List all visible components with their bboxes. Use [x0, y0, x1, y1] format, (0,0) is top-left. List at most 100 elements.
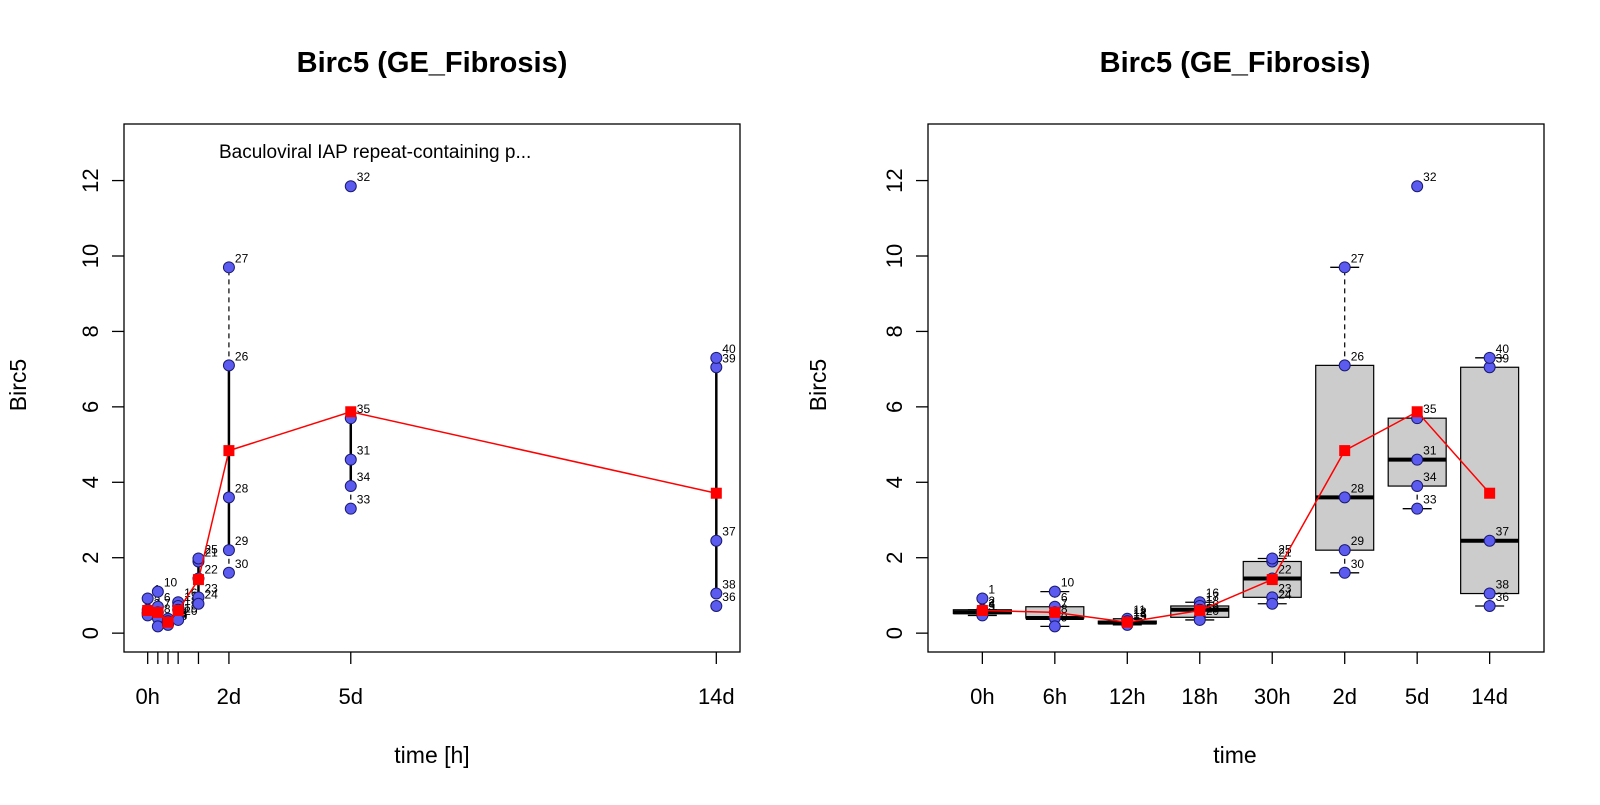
- left-y-tick-label: 0: [78, 627, 103, 639]
- right-point-label: 17: [1206, 590, 1220, 604]
- right-point-label: 8: [1061, 602, 1068, 616]
- right-data-point: [1193, 613, 1206, 626]
- right-point-label: 26: [1351, 349, 1365, 363]
- right-x-tick-label: 18h: [1181, 684, 1218, 709]
- right-point-label: 22: [1278, 562, 1292, 576]
- right-point-label: 37: [1496, 525, 1510, 539]
- left-y-tick-label: 2: [78, 552, 103, 564]
- right-data-point: [976, 592, 989, 605]
- right-point-label: 21: [1278, 545, 1292, 559]
- left-point-label: 38: [722, 578, 736, 592]
- left-data-point: [222, 359, 235, 372]
- left-point-label: 34: [357, 470, 371, 484]
- right-data-point: [1266, 552, 1279, 565]
- right-mean-marker: [1266, 574, 1278, 586]
- left-mean-line: [147, 410, 717, 624]
- right-data-point: [1483, 599, 1496, 612]
- left-y-tick-label: 10: [78, 244, 103, 268]
- right-y-tick-label: 8: [882, 325, 907, 337]
- left-point-label: 8: [164, 602, 171, 616]
- left-mean-marker: [710, 487, 722, 499]
- left-point-label: 21: [204, 545, 218, 559]
- left-data-point: [141, 592, 154, 605]
- right-point-label: 25: [1278, 542, 1292, 556]
- left-point-label: 32: [357, 170, 371, 184]
- right-point-label: 6: [1061, 591, 1068, 605]
- right-data-point: [1411, 180, 1424, 193]
- right-point-label: 35: [1423, 402, 1437, 416]
- left-marks: 0246810120h2d5d14d1234567891011121314151…: [78, 123, 741, 709]
- left-point-label: 6: [164, 591, 171, 605]
- right-y-tick-label: 6: [882, 401, 907, 413]
- left-plot-frame: [123, 123, 741, 653]
- left-point-label: 27: [235, 251, 249, 265]
- right-y-tick-label: 10: [882, 244, 907, 268]
- right-point-label: 36: [1496, 590, 1510, 604]
- left-data-point: [151, 585, 164, 598]
- right-point-label: 19: [1206, 601, 1220, 615]
- right-data-point: [1048, 620, 1061, 633]
- left-data-point: [344, 502, 357, 515]
- right-data-point: [1411, 453, 1424, 466]
- right-data-point: [1411, 480, 1424, 493]
- left-point-label: 36: [722, 590, 736, 604]
- right-ylabel: Birc5: [805, 359, 831, 411]
- right-x-tick-label: 0h: [970, 684, 994, 709]
- right-point-label: 7: [1061, 596, 1068, 610]
- right-data-point: [1483, 587, 1496, 600]
- left-data-point: [192, 597, 205, 610]
- right-data-point: [1338, 359, 1351, 372]
- left-point-label: 31: [357, 444, 371, 458]
- right-mean-marker: [1339, 445, 1351, 457]
- right-x-tick-label: 14d: [1471, 684, 1508, 709]
- right-point-label: 13: [1133, 607, 1147, 621]
- right-point-label: 1: [988, 582, 995, 596]
- left-panel: Birc5 (GE_Fibrosis) Baculoviral IAP repe…: [5, 47, 741, 768]
- left-mean-marker: [162, 616, 174, 628]
- left-y-tick-label: 12: [78, 168, 103, 192]
- right-point-label: 20: [1206, 604, 1220, 618]
- right-data-point: [1338, 566, 1351, 579]
- right-data-point: [1338, 544, 1351, 557]
- right-point-label: 28: [1351, 481, 1365, 495]
- right-x-tick-label: 12h: [1109, 684, 1146, 709]
- left-xlabel: time [h]: [394, 742, 469, 768]
- right-point-label: 39: [1496, 351, 1510, 365]
- left-data-point: [222, 491, 235, 504]
- right-point-label: 34: [1423, 470, 1437, 484]
- right-point-label: 14: [1133, 608, 1147, 622]
- left-x-tick-label: 14d: [698, 684, 735, 709]
- left-y-tick-label: 6: [78, 401, 103, 413]
- right-point-label: 10: [1061, 576, 1075, 590]
- right-point-label: 40: [1496, 342, 1510, 356]
- right-point-label: 9: [1061, 610, 1068, 624]
- right-data-point: [1338, 261, 1351, 274]
- left-data-point: [222, 566, 235, 579]
- left-mean-marker: [172, 605, 184, 617]
- right-y-tick-label: 2: [882, 552, 907, 564]
- left-point-label: 7: [164, 596, 171, 610]
- right-data-point: [1048, 585, 1061, 598]
- left-point-label: 28: [235, 481, 249, 495]
- right-point-label: 16: [1206, 586, 1220, 600]
- left-x-tick-label: 5d: [339, 684, 363, 709]
- left-data-point: [710, 599, 723, 612]
- right-mean-marker: [1484, 487, 1496, 499]
- right-data-point: [1338, 491, 1351, 504]
- right-mean-line: [982, 410, 1491, 623]
- left-point-label: 29: [235, 534, 249, 548]
- left-point-label: 40: [722, 342, 736, 356]
- left-mean-marker: [152, 606, 164, 618]
- left-data-point: [172, 613, 185, 626]
- right-point-label: 11: [1133, 603, 1146, 617]
- right-mean-marker: [1194, 605, 1206, 617]
- right-y-tick-label: 12: [882, 168, 907, 192]
- left-data-point: [222, 261, 235, 274]
- left-mean-marker: [345, 406, 357, 418]
- right-panel: Birc5 (GE_Fibrosis) time Birc5 024681012…: [805, 47, 1545, 768]
- left-point-label: 30: [235, 557, 249, 571]
- right-point-label: 4: [988, 598, 995, 612]
- right-xlabel: time: [1213, 742, 1256, 768]
